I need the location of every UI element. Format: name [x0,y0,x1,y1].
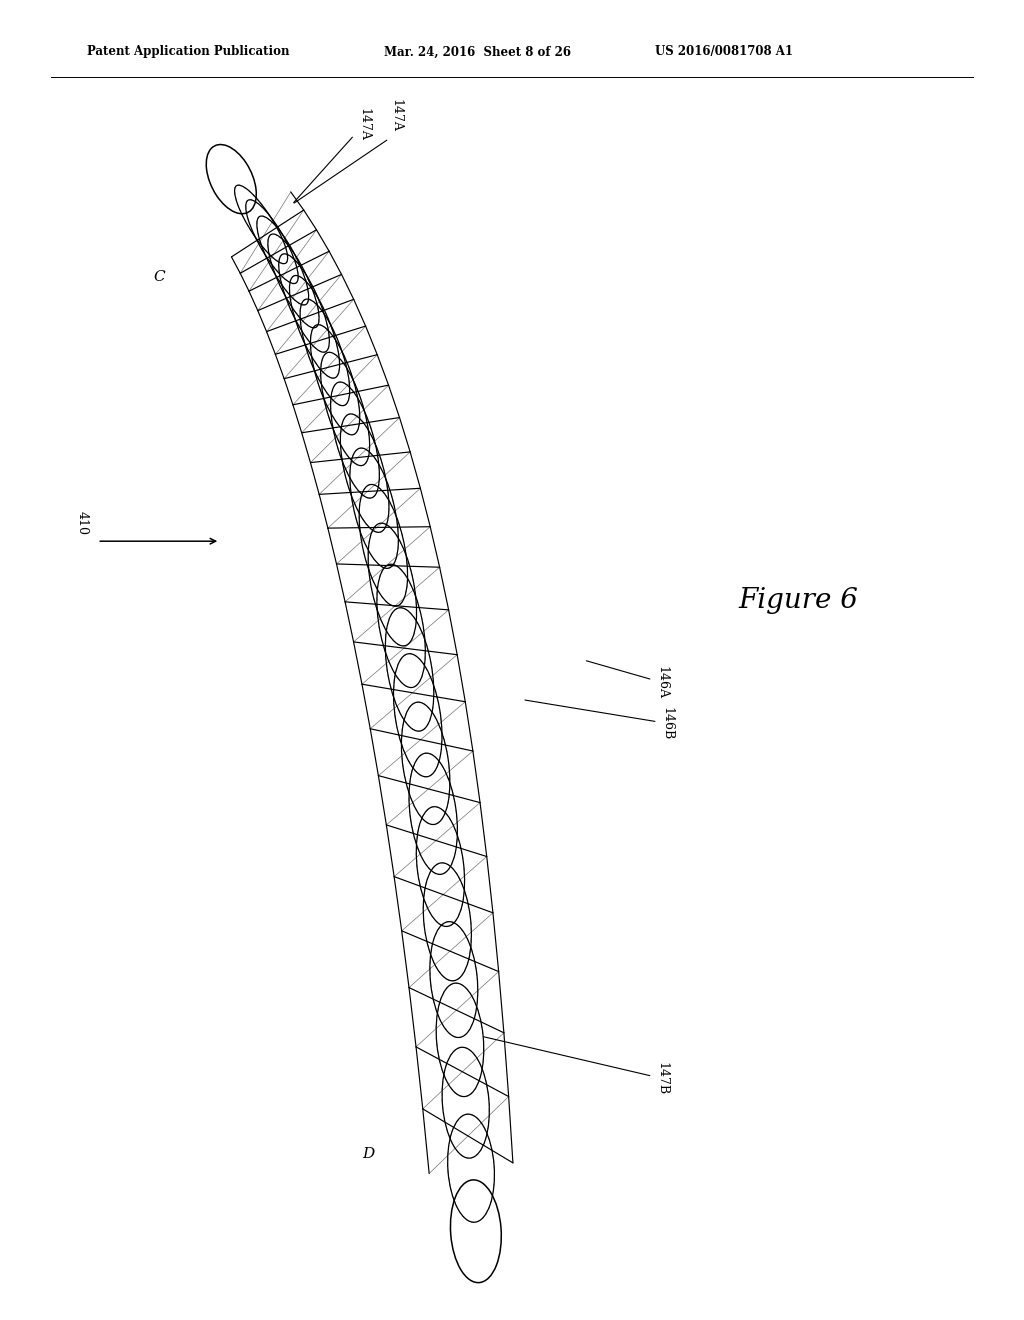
Text: Mar. 24, 2016  Sheet 8 of 26: Mar. 24, 2016 Sheet 8 of 26 [384,45,571,58]
Text: 147A: 147A [294,108,370,202]
Text: 147B: 147B [484,1036,669,1096]
Text: US 2016/0081708 A1: US 2016/0081708 A1 [655,45,794,58]
Text: Patent Application Publication: Patent Application Publication [87,45,290,58]
Text: 146B: 146B [525,700,674,741]
Text: 146A: 146A [587,661,669,700]
Text: Figure 6: Figure 6 [738,587,859,614]
Text: 147A: 147A [389,99,402,132]
Text: D: D [362,1147,375,1160]
Text: C: C [153,271,165,284]
Text: 410: 410 [76,511,89,535]
